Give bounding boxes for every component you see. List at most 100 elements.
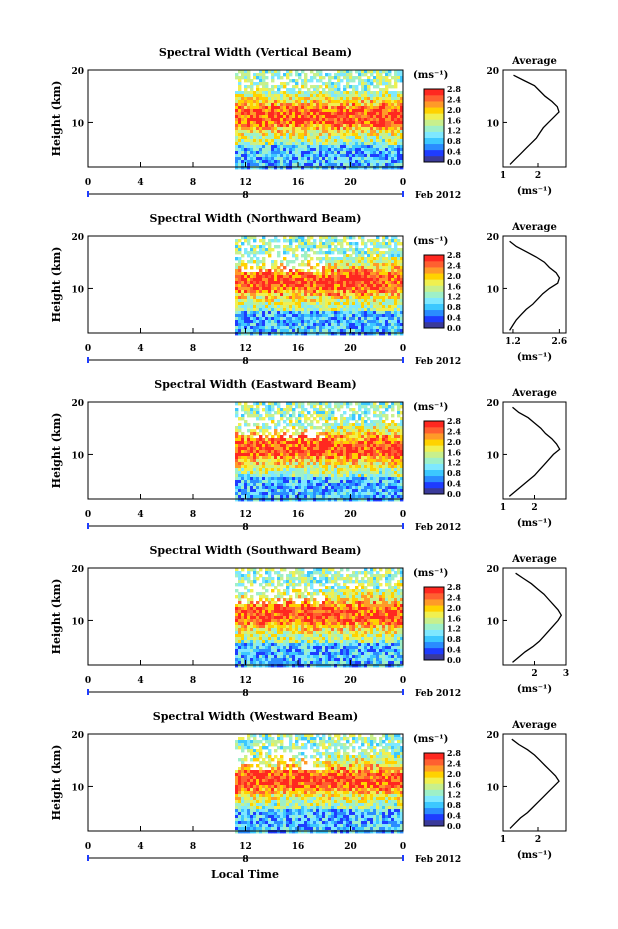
- heatmap-cell: [376, 154, 380, 158]
- heatmap-cell: [370, 97, 374, 101]
- heatmap-cell: [289, 284, 293, 288]
- heatmap-cell: [370, 115, 374, 119]
- heatmap-cell: [268, 474, 272, 478]
- x-tick-label: 12: [239, 344, 252, 354]
- heatmap-cell: [247, 76, 251, 80]
- heatmap-cell: [241, 438, 245, 442]
- heatmap-cell: [283, 411, 287, 415]
- heatmap-cell: [277, 278, 281, 282]
- heatmap-cell: [343, 91, 347, 95]
- heatmap-cell: [295, 100, 299, 104]
- heatmap-cell: [370, 263, 374, 267]
- heatmap-cell: [301, 308, 305, 312]
- heatmap-cell: [334, 106, 338, 110]
- heatmap-cell: [358, 163, 362, 167]
- heatmap-cell: [274, 236, 278, 240]
- heatmap-cell: [376, 483, 380, 487]
- heatmap-cell: [259, 308, 263, 312]
- heatmap-cell: [388, 97, 392, 101]
- heatmap-cell: [373, 462, 377, 466]
- heatmap-cell: [259, 112, 263, 116]
- heatmap-cell: [301, 124, 305, 128]
- heatmap-cell: [265, 480, 269, 484]
- heatmap-cell: [244, 94, 248, 98]
- heatmap-cell: [361, 311, 365, 315]
- heatmap-cell: [331, 462, 335, 466]
- heatmap-cell: [253, 411, 257, 415]
- heatmap-cell: [391, 236, 395, 240]
- heatmap-cell: [310, 329, 314, 333]
- heatmap-cell: [352, 121, 356, 125]
- heatmap-cell: [334, 332, 338, 336]
- heatmap-cell: [400, 284, 404, 288]
- heatmap-cell: [376, 112, 380, 116]
- heatmap-cell: [364, 402, 368, 406]
- heatmap-cell: [313, 456, 317, 460]
- heatmap-cell: [250, 302, 254, 306]
- heatmap-cell: [373, 97, 377, 101]
- heatmap-cell: [397, 465, 401, 469]
- heatmap-cell: [259, 314, 263, 318]
- heatmap-cell: [295, 302, 299, 306]
- heatmap-cell: [265, 465, 269, 469]
- heatmap-cell: [295, 82, 299, 86]
- heatmap-cell: [331, 465, 335, 469]
- heatmap-cell: [343, 435, 347, 439]
- heatmap-cell: [235, 97, 239, 101]
- heatmap-cell: [235, 245, 239, 249]
- heatmap-cell: [394, 148, 398, 152]
- heatmap-cell: [238, 272, 242, 276]
- heatmap-cell: [244, 85, 248, 89]
- heatmap-cell: [343, 100, 347, 104]
- heatmap-cell: [394, 236, 398, 240]
- heatmap-cell: [283, 103, 287, 107]
- heatmap-cell: [385, 441, 389, 445]
- heatmap-cell: [268, 103, 272, 107]
- heatmap-cell: [295, 317, 299, 321]
- heatmap-cell: [379, 163, 383, 167]
- heatmap-cell: [364, 88, 368, 92]
- heatmap-cell: [250, 148, 254, 152]
- heatmap-cell: [379, 124, 383, 128]
- heatmap-cell: [244, 405, 248, 409]
- heatmap-cell: [334, 263, 338, 267]
- heatmap-cell: [262, 100, 266, 104]
- heatmap-cell: [322, 471, 326, 475]
- heatmap-cell: [274, 453, 278, 457]
- heatmap-cell: [238, 112, 242, 116]
- heatmap-cell: [319, 468, 323, 472]
- heatmap-cell: [334, 456, 338, 460]
- heatmap-cell: [295, 112, 299, 116]
- heatmap-cell: [274, 266, 278, 270]
- heatmap-cell: [349, 480, 353, 484]
- heatmap-cell: [274, 323, 278, 327]
- heatmap-cell: [325, 73, 329, 77]
- heatmap-cell: [379, 112, 383, 116]
- heatmap-cell: [304, 435, 308, 439]
- heatmap-cell: [247, 308, 251, 312]
- heatmap-cell: [256, 408, 260, 412]
- heatmap-cell: [379, 254, 383, 258]
- heatmap-cell: [244, 160, 248, 164]
- heatmap-cell: [313, 438, 317, 442]
- heatmap-cell: [358, 127, 362, 131]
- heatmap-cell: [340, 432, 344, 436]
- heatmap-cell: [304, 160, 308, 164]
- heatmap-cell: [250, 477, 254, 481]
- heatmap-cell: [307, 447, 311, 451]
- heatmap-cell: [247, 236, 251, 240]
- heatmap-cell: [238, 453, 242, 457]
- heatmap-cell: [385, 405, 389, 409]
- heatmap-cell: [301, 405, 305, 409]
- heatmap-cell: [328, 136, 332, 140]
- heatmap-cell: [265, 456, 269, 460]
- heatmap-cell: [316, 136, 320, 140]
- heatmap-cell: [259, 94, 263, 98]
- heatmap-cell: [289, 79, 293, 83]
- heatmap-cell: [283, 323, 287, 327]
- heatmap-cell: [367, 272, 371, 276]
- heatmap-cell: [307, 97, 311, 101]
- heatmap-cell: [355, 266, 359, 270]
- heatmap-cell: [265, 408, 269, 412]
- heatmap-cell: [397, 284, 401, 288]
